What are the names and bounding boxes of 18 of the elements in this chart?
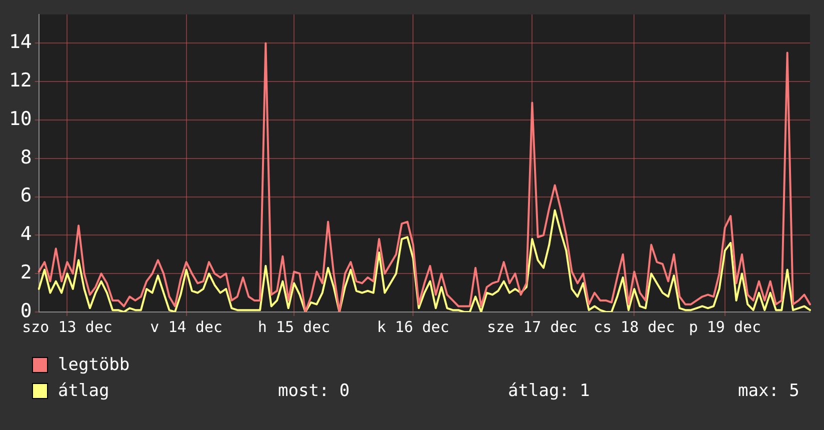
y-tick-label: 2 <box>20 262 32 284</box>
x-tick-label: sze 17 dec <box>487 318 578 336</box>
text: max: 5 <box>738 381 800 401</box>
y-tick-label: 14 <box>8 31 32 54</box>
legend-label: átlag <box>58 381 110 401</box>
legend-label: legtöbb <box>58 355 131 375</box>
x-tick-label: p 19 dec <box>688 318 762 336</box>
x-tick-label: k 16 dec <box>376 318 450 336</box>
x-tick-label: cs 18 dec <box>594 318 675 336</box>
y-tick-label: 8 <box>20 146 32 168</box>
y-tick-label: 6 <box>20 184 32 207</box>
x-tick-label: v 14 dec <box>150 318 222 336</box>
y-tick-label: 10 <box>8 108 32 130</box>
y-tick-label: 4 <box>20 223 32 246</box>
x-tick-label: h 15 dec <box>258 318 330 336</box>
text: most: 0 <box>278 381 351 401</box>
text: átlag: 1 <box>508 381 591 401</box>
y-tick-label: 12 <box>8 70 32 92</box>
